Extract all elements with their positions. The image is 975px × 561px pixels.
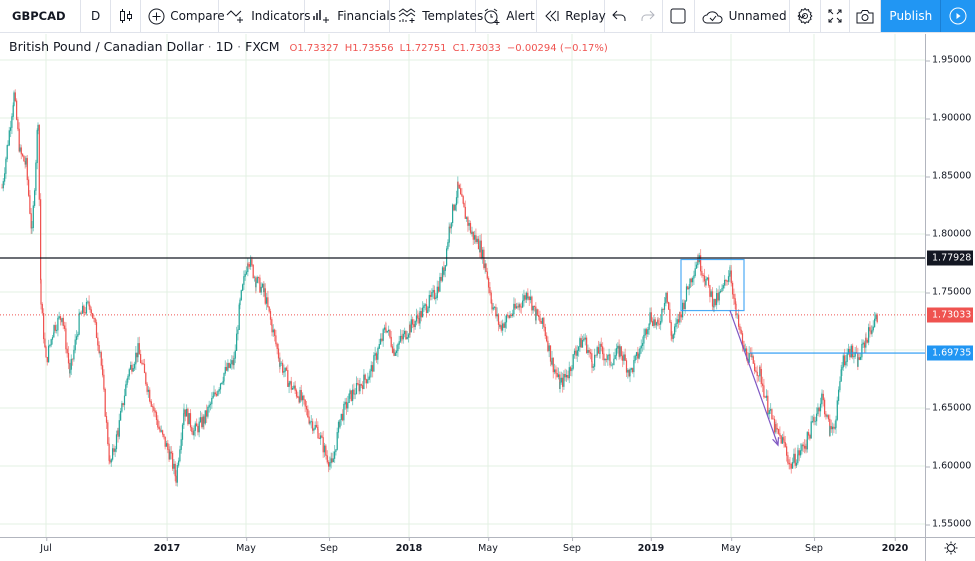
chart-pane[interactable]: British Pound / Canadian Dollar · 1D · F… bbox=[0, 34, 925, 537]
chevron-down-icon bbox=[798, 14, 806, 19]
select-layout-button[interactable] bbox=[663, 0, 695, 32]
publish-label: Publish bbox=[889, 9, 933, 23]
interval-button[interactable]: D bbox=[81, 0, 112, 32]
legend-separator: · bbox=[207, 39, 212, 54]
alert-label: Alert bbox=[506, 9, 535, 23]
time-axis[interactable]: Jul 2017 May Sep 2018 May Sep 2019 May Sep 2020 bbox=[0, 537, 925, 561]
settings-button[interactable] bbox=[790, 0, 821, 32]
undo-icon bbox=[612, 10, 626, 22]
symbol-label: GBPCAD bbox=[12, 9, 66, 23]
indicators-label: Indicators bbox=[251, 9, 311, 23]
financials-button[interactable]: Financials bbox=[305, 0, 396, 32]
close-value: C1.73033 bbox=[452, 43, 501, 54]
price-tick: 1.55000 bbox=[925, 518, 972, 530]
price-tick: 1.90000 bbox=[925, 112, 972, 124]
chart-legend: British Pound / Canadian Dollar · 1D · F… bbox=[9, 39, 608, 54]
chart-type-button[interactable] bbox=[111, 0, 142, 32]
indicators-button[interactable]: Indicators bbox=[219, 0, 310, 32]
price-label: 1.69735 bbox=[927, 345, 973, 361]
change-value: −0.00294 (−0.17%) bbox=[506, 43, 608, 54]
time-tick: Sep bbox=[320, 537, 338, 554]
ohlc-values: O1.73327 H1.73556 L1.72751 C1.73033 −0.0… bbox=[290, 43, 608, 54]
financials-icon bbox=[312, 8, 332, 24]
time-tick: May bbox=[236, 537, 256, 554]
top-toolbar: GBPCAD D Compare Indicators Financ bbox=[0, 0, 975, 33]
symbol-search-button[interactable]: GBPCAD bbox=[0, 0, 81, 32]
legend-interval: 1D bbox=[215, 39, 234, 54]
time-tick: 2018 bbox=[395, 537, 423, 554]
gear-icon bbox=[796, 7, 814, 25]
price-tick: 1.60000 bbox=[925, 460, 972, 472]
publish-options-button[interactable] bbox=[941, 0, 975, 32]
redo-button[interactable] bbox=[633, 0, 663, 32]
play-circle-icon bbox=[949, 7, 967, 25]
plus-circle-icon bbox=[148, 8, 165, 25]
replay-button[interactable]: Replay bbox=[537, 0, 606, 32]
indicators-icon bbox=[226, 8, 246, 24]
legend-separator: · bbox=[237, 39, 242, 54]
legend-title: British Pound / Canadian Dollar bbox=[9, 39, 204, 54]
high-value: H1.73556 bbox=[344, 43, 394, 54]
compare-label: Compare bbox=[170, 9, 225, 23]
time-tick: Jul bbox=[40, 537, 52, 554]
interval-label: D bbox=[91, 9, 101, 23]
time-tick: May bbox=[721, 537, 741, 554]
open-value: O1.73327 bbox=[289, 43, 339, 54]
cloud-check-icon bbox=[702, 9, 724, 24]
fullscreen-button[interactable] bbox=[821, 0, 851, 32]
compare-button[interactable]: Compare bbox=[141, 0, 225, 32]
price-axis[interactable]: 1.95000 1.90000 1.85000 1.80000 1.75000 1.650… bbox=[925, 34, 975, 537]
time-tick: Sep bbox=[563, 537, 581, 554]
templates-icon bbox=[397, 8, 417, 24]
chart-settings-corner[interactable] bbox=[925, 537, 975, 561]
fullscreen-icon bbox=[828, 9, 842, 23]
legend-exchange: FXCM bbox=[245, 39, 280, 54]
candles-icon bbox=[119, 8, 133, 24]
price-tick: 1.80000 bbox=[925, 228, 972, 240]
time-tick: May bbox=[478, 537, 498, 554]
snapshot-button[interactable] bbox=[850, 0, 882, 32]
time-tick: 2019 bbox=[637, 537, 665, 554]
price-tick: 1.85000 bbox=[925, 170, 972, 182]
time-tick: 2017 bbox=[153, 537, 181, 554]
alarm-clock-icon bbox=[483, 8, 501, 25]
price-tick: 1.95000 bbox=[925, 54, 972, 66]
layout-name-label: Unnamed bbox=[728, 9, 787, 23]
templates-label: Templates bbox=[422, 9, 484, 23]
time-tick: 2020 bbox=[881, 537, 909, 554]
low-value: L1.72751 bbox=[399, 43, 447, 54]
price-label: 1.73033 bbox=[927, 307, 973, 323]
price-tick: 1.75000 bbox=[925, 286, 972, 298]
redo-icon bbox=[641, 10, 655, 22]
replay-icon bbox=[544, 9, 560, 23]
candlestick-chart[interactable] bbox=[0, 34, 925, 537]
time-tick: Sep bbox=[805, 537, 823, 554]
financials-label: Financials bbox=[337, 9, 396, 23]
publish-button[interactable]: Publish bbox=[881, 0, 942, 32]
undo-button[interactable] bbox=[605, 0, 633, 32]
replay-label: Replay bbox=[565, 9, 606, 23]
square-icon bbox=[670, 8, 686, 24]
price-tick: 1.65000 bbox=[925, 402, 972, 414]
camera-icon bbox=[856, 9, 874, 24]
sun-settings-icon bbox=[944, 540, 958, 559]
alert-button[interactable]: Alert bbox=[476, 0, 538, 32]
templates-button[interactable]: Templates bbox=[390, 0, 483, 32]
price-label: 1.77928 bbox=[927, 250, 973, 266]
layout-name-dropdown[interactable]: Unnamed bbox=[695, 0, 805, 32]
